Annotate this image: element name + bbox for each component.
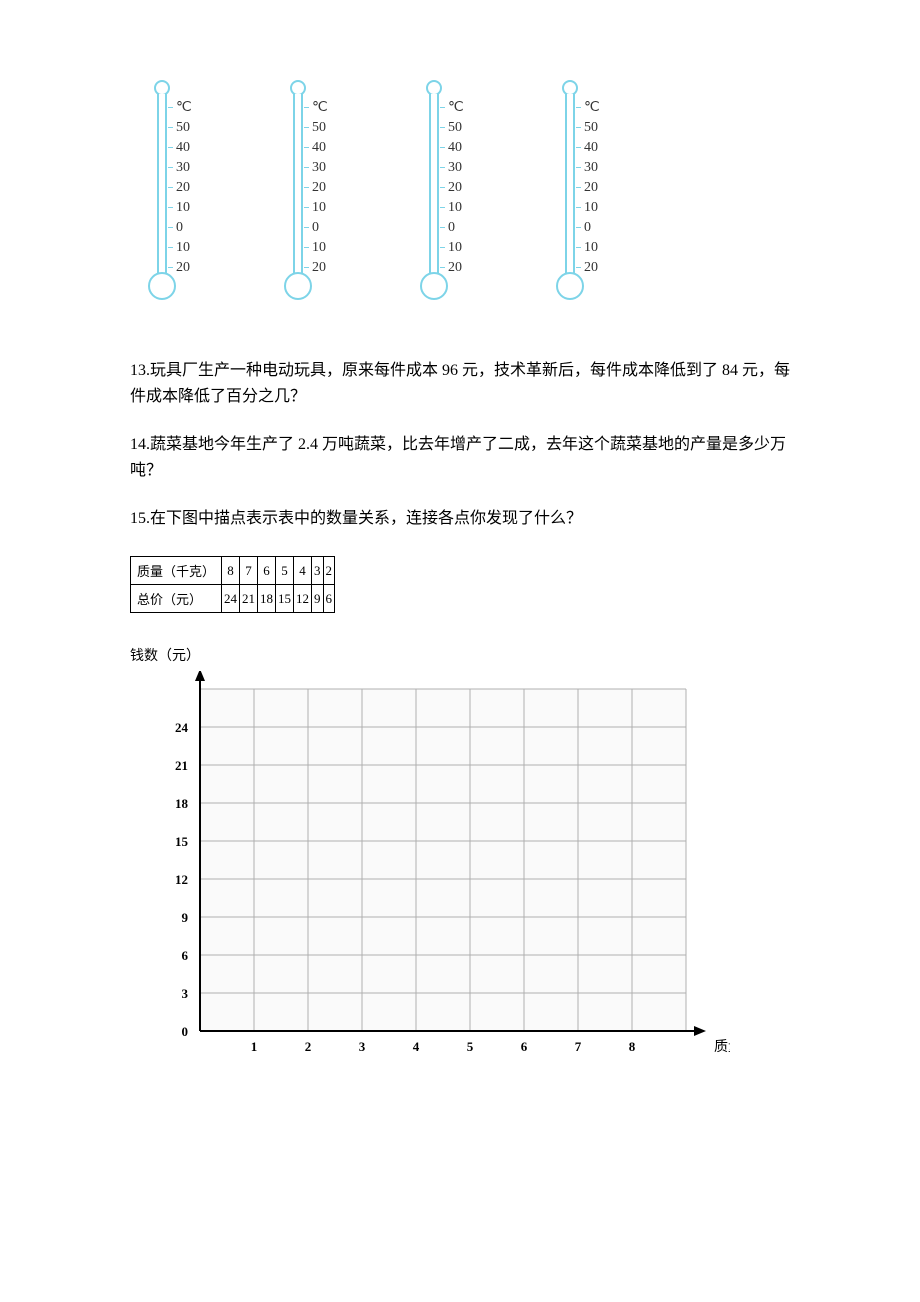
chart-y-tick-label: 9	[182, 910, 189, 925]
thermometer-tick-label: 10	[312, 198, 328, 218]
table-cell: 5	[276, 557, 294, 585]
table-cell: 7	[240, 557, 258, 585]
thermometer-tick-label: 40	[584, 138, 600, 158]
thermometer-tick-label: 10	[312, 238, 328, 258]
thermometer-tick-label: 30	[584, 158, 600, 178]
thermometer-tick-label: 10	[448, 198, 464, 218]
thermometer-tick-label: 10	[176, 198, 192, 218]
thermometer-tick-label: 0	[176, 218, 192, 238]
thermometer-unit: ℃	[584, 98, 600, 118]
table-cell: 21	[240, 585, 258, 613]
q15-data-table: 质量（千克）8765432总价（元）242118151296	[130, 556, 335, 613]
thermometer: ℃504030201001020	[276, 80, 376, 310]
table-cell: 2	[323, 557, 335, 585]
chart-y-axis-label: 钱数（元）	[130, 645, 790, 665]
chart-x-tick-label: 4	[413, 1039, 420, 1054]
thermometer-tick-label: 20	[176, 178, 192, 198]
thermometer-tick-label: 40	[312, 138, 328, 158]
question-15: 15.在下图中描点表示表中的数量关系，连接各点你发现了什么？	[130, 506, 790, 532]
table-cell: 3	[312, 557, 324, 585]
table-cell: 4	[294, 557, 312, 585]
thermometers-row: ℃504030201001020℃504030201001020℃5040302…	[140, 80, 790, 310]
chart-y-tick-label: 3	[182, 986, 189, 1001]
thermometer-unit: ℃	[176, 98, 192, 118]
thermometer-tick-label: 10	[448, 238, 464, 258]
thermometer-tick-label: 20	[312, 178, 328, 198]
chart-x-tick-label: 1	[251, 1039, 258, 1054]
thermometer-tick-label: 20	[176, 258, 192, 278]
chart-x-axis-label: 质量（千克）	[714, 1039, 730, 1055]
table-cell: 12	[294, 585, 312, 613]
chart-x-tick-label: 3	[359, 1039, 366, 1054]
thermometer-tick-label: 20	[584, 178, 600, 198]
thermometer: ℃504030201001020	[412, 80, 512, 310]
q15-chart: 钱数（元） 0369121518212412345678质量（千克）	[130, 645, 790, 1071]
chart-x-tick-label: 7	[575, 1039, 582, 1054]
thermometer: ℃504030201001020	[140, 80, 240, 310]
thermometer-tick-label: 0	[312, 218, 328, 238]
thermometer-tick-label: 10	[176, 238, 192, 258]
chart-x-tick-label: 6	[521, 1039, 528, 1054]
question-13: 13.玩具厂生产一种电动玩具，原来每件成本 96 元，技术革新后，每件成本降低到…	[130, 358, 790, 410]
table-row-label: 质量（千克）	[131, 557, 222, 585]
table-cell: 15	[276, 585, 294, 613]
thermometer-tick-label: 10	[584, 238, 600, 258]
thermometer-tick-label: 30	[176, 158, 192, 178]
chart-y-tick-label: 15	[175, 834, 189, 849]
table-cell: 6	[323, 585, 335, 613]
chart-x-tick-label: 5	[467, 1039, 474, 1054]
chart-y-tick-label: 24	[175, 720, 189, 735]
chart-y-tick-label: 12	[175, 872, 188, 887]
thermometer-tick-label: 40	[448, 138, 464, 158]
thermometer-tick-label: 0	[584, 218, 600, 238]
table-cell: 18	[258, 585, 276, 613]
thermometer-tick-label: 0	[448, 218, 464, 238]
thermometer-tick-label: 20	[448, 258, 464, 278]
thermometer-tick-label: 20	[312, 258, 328, 278]
table-cell: 9	[312, 585, 324, 613]
thermometer-tick-label: 50	[584, 118, 600, 138]
thermometer-unit: ℃	[448, 98, 464, 118]
table-cell: 6	[258, 557, 276, 585]
table-cell: 24	[222, 585, 240, 613]
chart-y-tick-label: 21	[175, 758, 188, 773]
thermometer-tick-label: 40	[176, 138, 192, 158]
chart-y-tick-label: 0	[182, 1024, 189, 1039]
thermometer-tick-label: 30	[312, 158, 328, 178]
chart-grid: 0369121518212412345678质量（千克）	[130, 671, 730, 1071]
thermometer-tick-label: 10	[584, 198, 600, 218]
chart-x-tick-label: 2	[305, 1039, 312, 1054]
chart-x-tick-label: 8	[629, 1039, 636, 1054]
question-14: 14.蔬菜基地今年生产了 2.4 万吨蔬菜，比去年增产了二成，去年这个蔬菜基地的…	[130, 432, 790, 484]
thermometer-tick-label: 20	[584, 258, 600, 278]
chart-y-tick-label: 18	[175, 796, 189, 811]
thermometer-tick-label: 30	[448, 158, 464, 178]
thermometer-tick-label: 50	[312, 118, 328, 138]
thermometer-unit: ℃	[312, 98, 328, 118]
table-row-label: 总价（元）	[131, 585, 222, 613]
table-cell: 8	[222, 557, 240, 585]
thermometer-tick-label: 50	[448, 118, 464, 138]
thermometer-tick-label: 20	[448, 178, 464, 198]
chart-y-tick-label: 6	[182, 948, 189, 963]
thermometer-tick-label: 50	[176, 118, 192, 138]
thermometer: ℃504030201001020	[548, 80, 648, 310]
